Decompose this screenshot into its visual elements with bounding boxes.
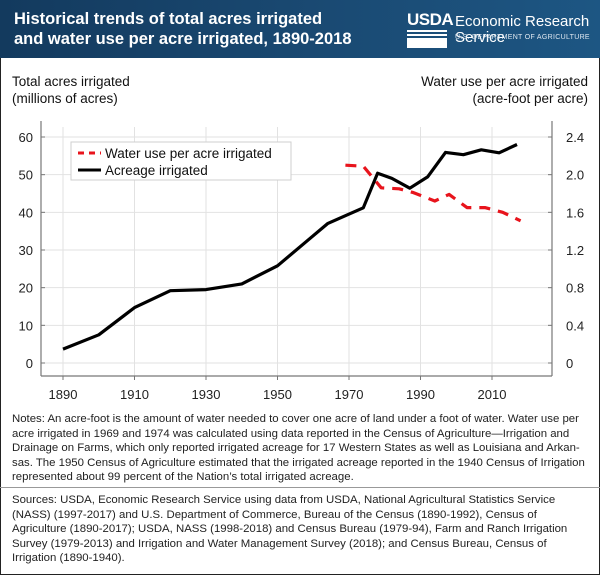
- y-tick-label-left: 20: [19, 281, 33, 296]
- right-axis-title-line2: (acre-foot per acre): [472, 91, 588, 106]
- right-axis-title: Water use per acre irrigated (acre-foot …: [421, 73, 588, 107]
- y-tick-label-left: 40: [19, 205, 33, 220]
- y-tick-label-left: 10: [19, 318, 33, 333]
- y-tick-label-right: 0.4: [566, 318, 584, 333]
- x-tick-label: 1890: [49, 387, 78, 402]
- notes-text: Notes: An acre-foot is the amount of wat…: [12, 413, 585, 484]
- x-tick-label: 1970: [335, 387, 364, 402]
- sources-text: Sources: USDA, Economic Research Service…: [12, 494, 568, 565]
- y-tick-label-right: 2.0: [566, 168, 584, 183]
- left-axis-title-line1: Total acres irrigated: [12, 74, 130, 89]
- left-axis-title: Total acres irrigated (millions of acres…: [12, 73, 130, 107]
- agency-name: Economic Research Service: [455, 13, 590, 46]
- x-tick-label: 1950: [263, 387, 292, 402]
- tick-labels: 0 10 20 30 40 50 60 0 0.4 0.8 1.2 1.6 2.0 2.4 1890 1910…: [19, 130, 585, 402]
- y-tick-label-left: 0: [26, 356, 33, 371]
- series-line-acreage: [62, 143, 518, 351]
- y-tick-label-right: 1.6: [566, 205, 584, 220]
- x-tick-label: 1990: [406, 387, 435, 402]
- gridlines: [41, 127, 552, 376]
- department-name: U.S. DEPARTMENT OF AGRICULTURE: [455, 34, 590, 41]
- series-lines: [62, 143, 522, 351]
- divider: [0, 487, 600, 488]
- usda-logo: USDA: [407, 10, 454, 48]
- y-tick-label-right: 2.4: [566, 130, 584, 145]
- usda-logo-text: USDA: [407, 10, 454, 29]
- y-tick-label-right: 0.8: [566, 281, 584, 296]
- x-tick-label: 2010: [478, 387, 507, 402]
- legend-label-water-use: Water use per acre irrigated: [105, 146, 272, 161]
- y-tick-label-left: 30: [19, 243, 33, 258]
- axes: [40, 121, 553, 380]
- left-axis-title-line2: (millions of acres): [12, 91, 118, 106]
- line-chart: 0 10 20 30 40 50 60 0 0.4 0.8 1.2 1.6 2.0 2.4 1890 1910…: [19, 121, 585, 402]
- legend-label-acreage: Acreage irrigated: [105, 163, 208, 178]
- x-tick-label: 1910: [120, 387, 149, 402]
- legend: Water use per acre irrigated Acreage irr…: [70, 141, 292, 181]
- usda-logo-icon: [407, 30, 447, 48]
- x-tick-label: 1930: [192, 387, 221, 402]
- series-line-water-use: [345, 163, 522, 223]
- y-tick-label-right: 0: [566, 356, 573, 371]
- y-tick-label-left: 50: [19, 168, 33, 183]
- right-axis-title-line1: Water use per acre irrigated: [421, 74, 588, 89]
- legend-box: [70, 141, 292, 181]
- chart-title: Historical trends of total acres irrigat…: [14, 10, 352, 48]
- y-tick-label-left: 60: [19, 130, 33, 145]
- header-banner: Historical trends of total acres irrigat…: [0, 0, 600, 58]
- y-tick-label-right: 1.2: [566, 243, 584, 258]
